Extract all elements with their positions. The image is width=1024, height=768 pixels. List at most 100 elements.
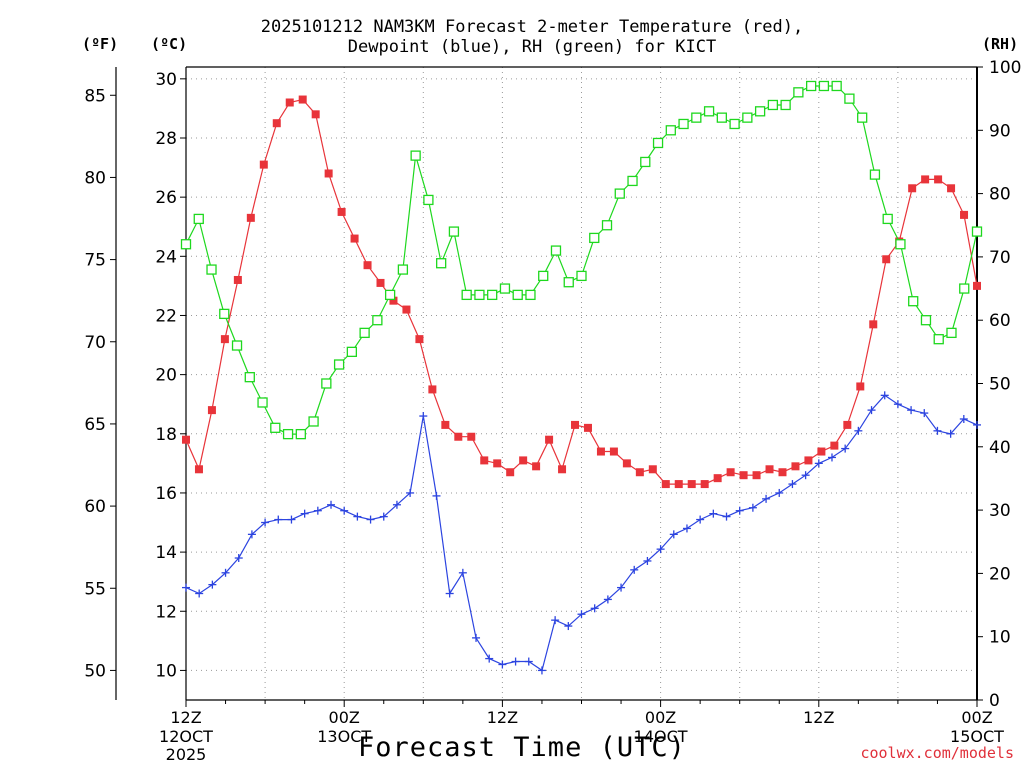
rh-point <box>372 315 383 326</box>
temperature-point <box>908 184 917 193</box>
rh-point <box>206 264 217 275</box>
rh-point <box>652 137 664 149</box>
temperature-point <box>402 305 411 314</box>
temperature-point <box>558 465 567 474</box>
dewpoint-point <box>340 506 349 515</box>
temperature-point <box>648 465 657 474</box>
dewpoint-point <box>498 660 507 669</box>
rh-point <box>640 156 651 168</box>
rh-point <box>780 99 791 111</box>
dewpoint-point <box>854 426 863 435</box>
temperature-point <box>506 468 515 477</box>
dewpoint-point <box>551 616 560 625</box>
dewpoint-point <box>366 515 375 524</box>
rh-point <box>270 422 281 433</box>
rh-point <box>831 80 842 92</box>
axes: 10 12 14 16 18 20 22 24 26 28 30 50 55 60 65 70 75 80 85 0 1… <box>84 58 1021 764</box>
rh-tick-label: 60 <box>989 311 1011 331</box>
dewpoint-point <box>920 409 929 418</box>
fahrenheit-tick-label: 80 <box>84 168 106 188</box>
credit-text: coolwx.com/models <box>860 744 1014 762</box>
rh-point <box>423 194 434 206</box>
x-tick-label-time: 00Z <box>645 708 676 727</box>
dewpoint-point <box>946 429 955 438</box>
rh-point <box>308 416 319 427</box>
rh-tick-label: 80 <box>989 185 1011 205</box>
rh-point <box>869 169 881 180</box>
dewpoint-point <box>933 426 942 435</box>
dewpoint-point <box>472 633 481 642</box>
rh-point <box>933 334 944 345</box>
rh-point <box>410 150 421 161</box>
dewpoint-point <box>182 583 190 592</box>
dewpoint-point <box>445 589 454 598</box>
temperature-point <box>182 435 190 444</box>
dewpoint-point <box>709 509 718 518</box>
fahrenheit-tick-label: 55 <box>84 579 106 599</box>
temperature-point <box>622 459 631 468</box>
x-tick-label-date: 14OCT <box>634 727 688 746</box>
dewpoint-point <box>788 480 797 489</box>
temperature-point <box>843 420 852 429</box>
rh-point <box>180 239 192 250</box>
rh-point <box>589 232 600 244</box>
dewpoint-point <box>603 595 612 604</box>
fahrenheit-unit-label: (ºF) <box>82 35 119 53</box>
rh-point <box>384 289 396 301</box>
temperature-point <box>467 432 476 441</box>
temperature-point <box>700 480 709 489</box>
temperature-point <box>415 335 424 344</box>
dewpoint-point <box>485 654 494 663</box>
temperature-point <box>220 335 229 344</box>
temperature-point <box>635 468 644 477</box>
temperature-point <box>363 261 372 270</box>
rh-point <box>601 220 613 231</box>
rh-point <box>295 428 306 440</box>
fahrenheit-tick-label: 75 <box>84 251 106 271</box>
dewpoint-point <box>748 503 757 512</box>
rh-point <box>333 359 345 370</box>
rh-point <box>729 118 740 130</box>
dewpoint-point <box>419 412 428 421</box>
rh-point <box>844 93 855 104</box>
rh-point <box>665 125 676 136</box>
rh-point <box>461 289 472 301</box>
dewpoint-point <box>564 622 573 631</box>
dewpoint-point <box>195 589 204 598</box>
celsius-tick-label: 14 <box>155 543 177 563</box>
dewpoint-point <box>313 506 322 515</box>
dewpoint-point <box>327 500 336 509</box>
dewpoint-point <box>762 494 771 503</box>
celsius-unit-label: (ºC) <box>151 35 188 53</box>
temperature-point <box>921 175 930 184</box>
rh-unit-label: (RH) <box>982 35 1019 53</box>
dewpoint-point <box>287 515 296 524</box>
dewpoint-point <box>524 657 533 666</box>
rh-point <box>576 270 587 282</box>
rh-point <box>282 428 294 440</box>
temperature-point <box>583 423 592 432</box>
dewpoint-point <box>867 406 876 415</box>
dewpoint-point <box>511 657 520 666</box>
x-tick-label-time: 00Z <box>961 708 992 727</box>
rh-tick-label: 70 <box>989 248 1011 268</box>
rh-point <box>767 99 779 111</box>
fahrenheit-tick-label: 50 <box>84 661 106 681</box>
rh-point <box>219 308 230 320</box>
temperature-point <box>259 160 268 169</box>
celsius-tick-label: 28 <box>155 129 177 149</box>
temperature-point <box>480 456 489 465</box>
dewpoint-point <box>630 565 639 574</box>
rh-point <box>857 112 868 123</box>
dewpoint-point <box>893 400 902 409</box>
temperature-point <box>713 474 722 483</box>
temperature-point <box>752 471 761 480</box>
temperature-point <box>194 465 203 474</box>
celsius-tick-label: 20 <box>155 366 177 386</box>
rh-tick-label: 30 <box>989 501 1011 521</box>
x-axis-title: Forecast Time (UTC) <box>358 732 686 763</box>
dewpoint-point <box>221 568 230 577</box>
temperature-point <box>428 385 437 394</box>
x-tick-label-date: 13OCT <box>317 727 371 746</box>
